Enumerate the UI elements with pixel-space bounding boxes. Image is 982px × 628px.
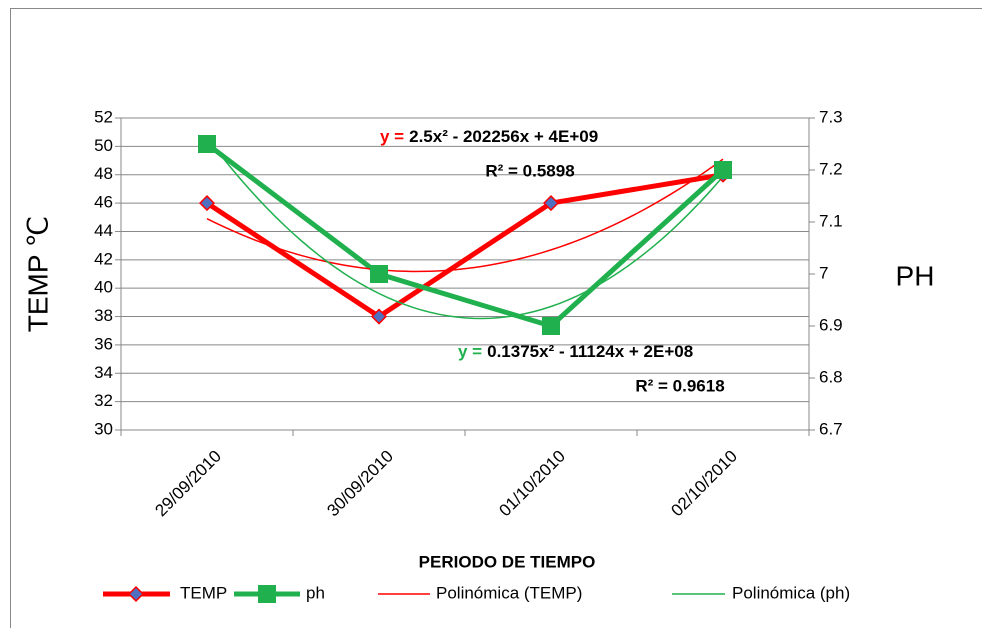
marker	[198, 135, 216, 153]
trendline-r2: R² = 0.9618	[635, 376, 724, 395]
y2-tick-label: 7.3	[819, 107, 843, 126]
y-tick-label: 52	[94, 107, 113, 126]
y2-tick-label: 7	[819, 263, 828, 282]
marker	[198, 195, 216, 212]
y-tick-label: 40	[94, 278, 113, 297]
legend-label: ph	[306, 583, 325, 602]
y-tick-label: 46	[94, 193, 113, 212]
trendline	[206, 158, 724, 273]
y-tick-label: 50	[94, 136, 113, 155]
legend-label: Polinómica (TEMP)	[436, 583, 582, 602]
x-axis-title: PERIODO DE TIEMPO	[419, 552, 596, 571]
y-tick-label: 48	[94, 164, 113, 183]
y-tick-label: 34	[94, 363, 113, 382]
marker	[370, 265, 388, 283]
equation-body: 0.1375x² - 11124x + 2E+08	[487, 342, 693, 361]
y2-tick-label: 7.2	[819, 159, 843, 178]
y-axis-title: TEMP ℃	[22, 216, 53, 333]
trendline	[206, 137, 724, 320]
legend-marker	[127, 585, 145, 603]
y-tick-label: 38	[94, 306, 113, 325]
y2-tick-label: 7.1	[819, 211, 843, 230]
marker	[542, 195, 560, 212]
y-tick-label: 42	[94, 249, 113, 268]
marker	[542, 317, 560, 335]
y-tick-label: 44	[94, 221, 113, 240]
trendline-equation: y = 0.1375x² - 11124x + 2E+08	[458, 342, 693, 361]
y-tick-label: 36	[94, 334, 113, 353]
equation-prefix: y =	[380, 127, 404, 146]
y2-tick-label: 6.7	[819, 419, 843, 438]
marker	[714, 161, 732, 179]
equation-prefix: y =	[458, 342, 482, 361]
y2-axis-title: PH	[896, 260, 935, 291]
line	[205, 142, 725, 329]
y2-tick-label: 6.9	[819, 315, 843, 334]
marker	[370, 308, 388, 325]
line	[205, 172, 724, 320]
legend-label: TEMP	[180, 583, 227, 602]
legend-marker	[258, 585, 276, 603]
equation-body: 2.5x² - 202256x + 4E+09	[409, 127, 598, 146]
trendline-equation: y = 2.5x² - 202256x + 4E+09	[380, 127, 598, 146]
y-tick-label: 30	[94, 419, 113, 438]
trendline-r2: R² = 0.5898	[485, 161, 574, 180]
y-tick-label: 32	[94, 391, 113, 410]
y2-tick-label: 6.8	[819, 367, 843, 386]
legend-label: Polinómica (ph)	[732, 583, 850, 602]
